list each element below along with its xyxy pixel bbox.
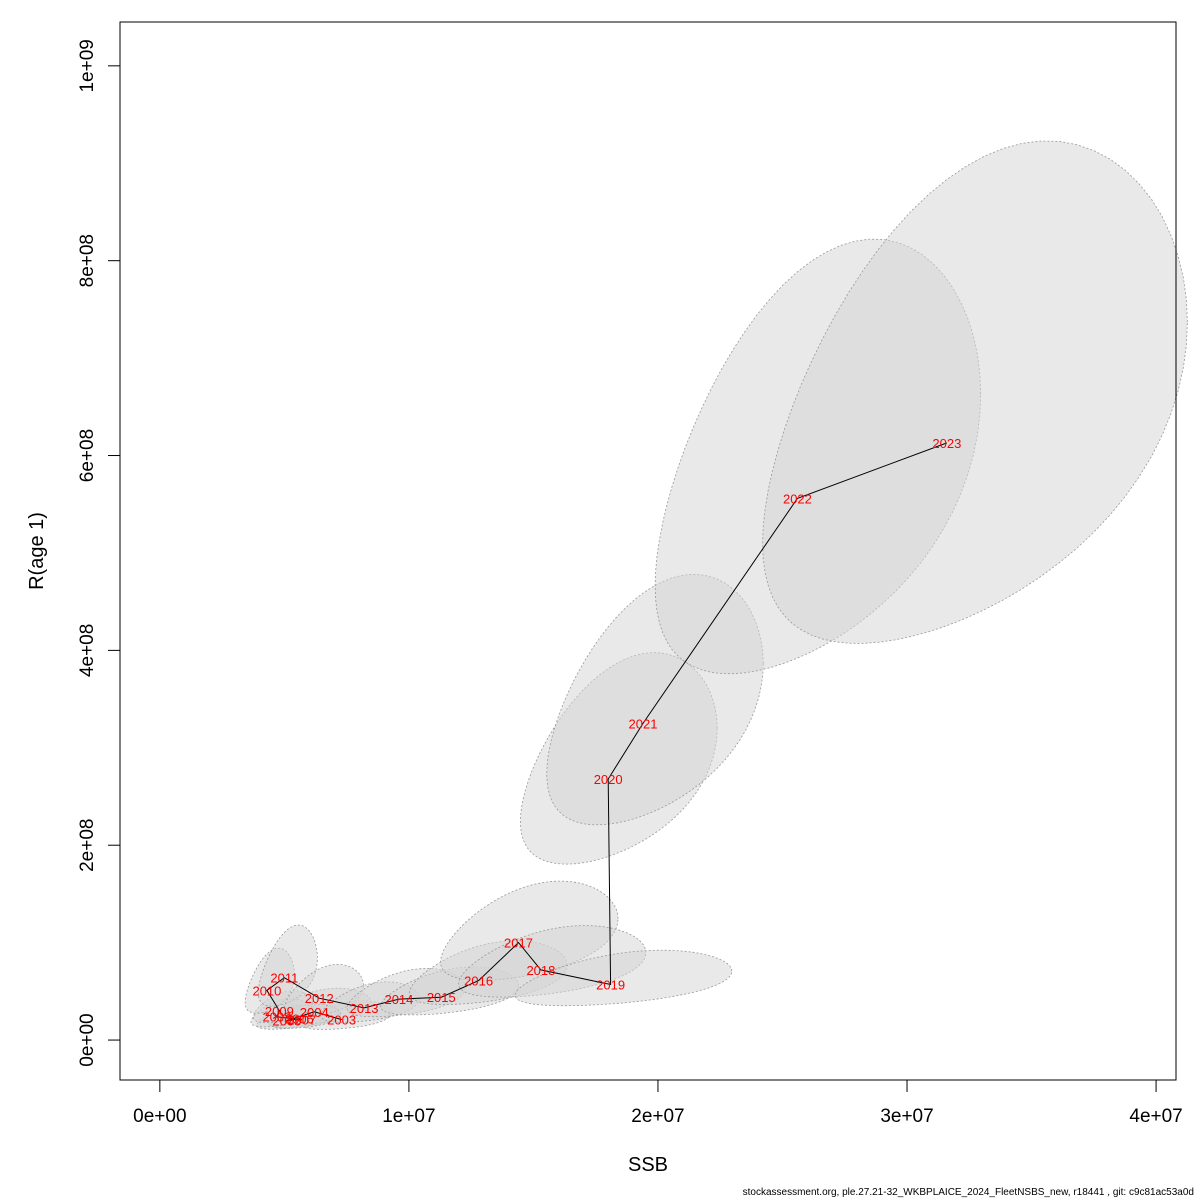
point-label-2013: 2013 <box>350 1001 379 1016</box>
point-label-2003: 2003 <box>327 1013 356 1028</box>
point-label-2019: 2019 <box>596 978 625 993</box>
confidence-ellipse-2023 <box>762 140 1188 644</box>
point-label-2006: 2006 <box>285 1012 314 1027</box>
point-label-2021: 2021 <box>629 716 658 731</box>
point-label-2008: 2008 <box>262 1010 291 1025</box>
x-tick-label: 1e+07 <box>382 1106 435 1127</box>
x-tick-label: 2e+07 <box>631 1106 684 1127</box>
y-tick-label: 0e+00 <box>77 1013 98 1066</box>
x-tick-label: 0e+00 <box>133 1106 186 1127</box>
point-label-2012: 2012 <box>305 991 334 1006</box>
point-label-2011: 2011 <box>270 971 298 986</box>
point-label-2010: 2010 <box>252 983 281 998</box>
y-tick-label: 8e+08 <box>77 234 98 287</box>
x-tick-label: 3e+07 <box>880 1106 933 1127</box>
trajectory-line <box>266 442 948 1022</box>
y-tick-label: 2e+08 <box>77 819 98 872</box>
y-tick-label: 4e+08 <box>77 624 98 677</box>
x-axis: 0e+00 1e+07 2e+07 3e+07 4e+07 <box>133 1079 1183 1127</box>
point-label-2020: 2020 <box>594 772 623 787</box>
point-label-2004: 2004 <box>300 1005 329 1020</box>
footer-text: stockassessment.org, ple.27.21-32_WKBPLA… <box>742 1187 1194 1198</box>
confidence-ellipses <box>244 140 1188 1030</box>
point-label-2017: 2017 <box>504 936 533 951</box>
point-label-2009: 2009 <box>265 1004 294 1019</box>
y-axis-title: R(age 1) <box>26 512 48 590</box>
point-label-2023: 2023 <box>932 436 961 451</box>
point-label-2022: 2022 <box>783 491 812 506</box>
x-axis-title: SSB <box>628 1154 668 1176</box>
y-tick-label: 6e+08 <box>77 429 98 482</box>
y-tick-label: 1e+09 <box>77 39 98 92</box>
point-label-2015: 2015 <box>427 990 456 1005</box>
point-label-2005: 2005 <box>272 1014 301 1029</box>
point-label-2007: 2007 <box>287 1013 316 1028</box>
x-tick-label: 4e+07 <box>1129 1106 1182 1127</box>
point-label-2016: 2016 <box>464 974 493 989</box>
confidence-ellipse-2019 <box>514 949 733 1007</box>
point-label-2018: 2018 <box>526 963 555 978</box>
y-axis: 0e+00 2e+08 4e+08 6e+08 8e+08 1e+09 <box>77 39 121 1067</box>
point-label-2014: 2014 <box>384 992 413 1007</box>
